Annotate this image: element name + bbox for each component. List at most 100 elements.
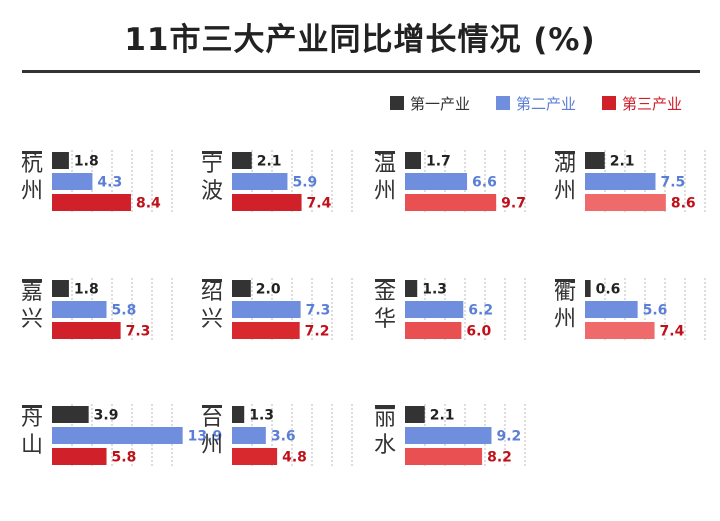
data-label: 3.6 [271, 429, 296, 445]
city-label-char: 嘉 [21, 280, 43, 305]
bar-primary [585, 280, 591, 297]
legend-label-secondary: 第二产业 [515, 94, 576, 113]
data-label: 6.6 [472, 175, 497, 191]
legend-swatch-secondary [495, 96, 510, 110]
bar-secondary [405, 427, 492, 444]
data-label: 1.8 [74, 154, 99, 170]
city-label-char: 温 [374, 152, 396, 177]
data-label: 13.9 [188, 429, 223, 445]
data-label: 1.3 [422, 282, 447, 298]
data-label: 2.1 [257, 154, 282, 170]
bar-tertiary [232, 194, 302, 211]
legend-item-secondary: 第二产业 [495, 93, 576, 114]
data-label: 7.2 [305, 324, 330, 340]
city-marker [375, 405, 395, 408]
data-label: 6.0 [466, 324, 491, 340]
data-label: 1.8 [74, 282, 99, 298]
bar-primary [405, 406, 425, 423]
data-label: 2.0 [256, 282, 281, 298]
city-label-char: 台 [201, 406, 223, 431]
city-label-char: 衢 [554, 280, 576, 305]
panel-7: 衢州 0.6 5.6 7.4 [554, 278, 706, 341]
city-label-char: 绍 [201, 280, 223, 305]
data-label: 2.1 [610, 154, 635, 170]
city-label-char: 湖 [554, 152, 576, 177]
panel-6: 金华 1.3 6.2 6.0 [374, 278, 526, 341]
legend-item-tertiary: 第三产业 [601, 93, 682, 114]
data-label: 7.3 [126, 324, 151, 340]
data-label: 7.4 [660, 324, 685, 340]
city-marker [555, 279, 575, 282]
bar-secondary [52, 173, 93, 190]
data-label: 5.6 [643, 303, 668, 319]
bar-primary [52, 152, 69, 169]
city-marker [375, 151, 395, 154]
data-label: 7.4 [307, 196, 332, 212]
panel-4: 嘉兴 1.8 5.8 7.3 [21, 278, 173, 341]
data-label: 9.7 [501, 196, 526, 212]
panel-8: 舟山 3.9 13.9 5.8 [21, 404, 222, 467]
bar-primary [232, 280, 251, 297]
panel-2: 温州 1.7 6.69.7 [374, 150, 526, 213]
data-label: 3.9 [94, 408, 119, 424]
panel-1: 宁波 2.1 5.9 7.4 [201, 150, 353, 213]
panel-3: 湖州 2.1 7.5 8.6 [554, 150, 706, 213]
bar-tertiary [585, 194, 666, 211]
panel-10: 丽水 2.1 9.2 8.2 [374, 404, 526, 467]
city-label-char: 金 [374, 280, 396, 305]
city-marker [22, 151, 42, 154]
data-label: 8.6 [671, 196, 696, 212]
data-label: 5.8 [112, 450, 137, 466]
bar-tertiary [405, 194, 497, 211]
bar-tertiary [405, 322, 462, 339]
bar-secondary [405, 173, 468, 190]
bar-secondary [585, 173, 656, 190]
city-marker [375, 279, 395, 282]
bar-primary [585, 152, 605, 169]
data-label: 8.2 [487, 450, 512, 466]
panel-0: 杭州 1.8 4.3 8.4 [21, 150, 173, 213]
city-label-char: 兴 [21, 307, 43, 332]
panel-5: 绍兴 2.0 7.3 7.2 [201, 278, 353, 341]
bar-secondary [232, 301, 301, 318]
city-label-char: 华 [374, 307, 396, 332]
bar-tertiary [232, 322, 300, 339]
city-label-char: 州 [201, 433, 223, 458]
data-label: 1.7 [426, 154, 451, 170]
city-label-char: 州 [374, 179, 396, 204]
panel-9: 台州 1.3 3.6 4.8 [201, 404, 353, 467]
data-label: 0.6 [596, 282, 621, 298]
city-marker [202, 279, 222, 282]
legend-swatch-tertiary [601, 96, 616, 110]
city-label-char: 州 [554, 307, 576, 332]
title-divider [22, 70, 700, 73]
city-label-char: 舟 [21, 406, 43, 431]
bar-tertiary [52, 194, 131, 211]
data-label: 7.5 [661, 175, 686, 191]
data-label: 7.3 [306, 303, 331, 319]
city-marker [202, 405, 222, 408]
city-label-char: 宁 [201, 152, 223, 177]
bar-secondary [52, 301, 107, 318]
bar-tertiary [232, 448, 278, 465]
bar-tertiary [52, 322, 121, 339]
bar-primary [232, 406, 245, 423]
city-label-char: 兴 [201, 307, 223, 332]
bar-secondary [52, 427, 183, 444]
bar-secondary [232, 427, 266, 444]
city-marker [555, 151, 575, 154]
city-label-char: 杭 [21, 152, 43, 177]
city-marker [22, 279, 42, 282]
data-label: 8.4 [136, 196, 161, 212]
bar-primary [405, 152, 421, 169]
bar-primary [232, 152, 252, 169]
legend-label-tertiary: 第三产业 [621, 94, 682, 113]
data-label: 4.8 [282, 450, 307, 466]
city-label-char: 丽 [374, 406, 396, 431]
data-label: 5.8 [112, 303, 137, 319]
bar-secondary [232, 173, 288, 190]
city-label-char: 山 [21, 433, 43, 458]
bar-primary [52, 406, 89, 423]
city-label-char: 水 [374, 433, 396, 458]
